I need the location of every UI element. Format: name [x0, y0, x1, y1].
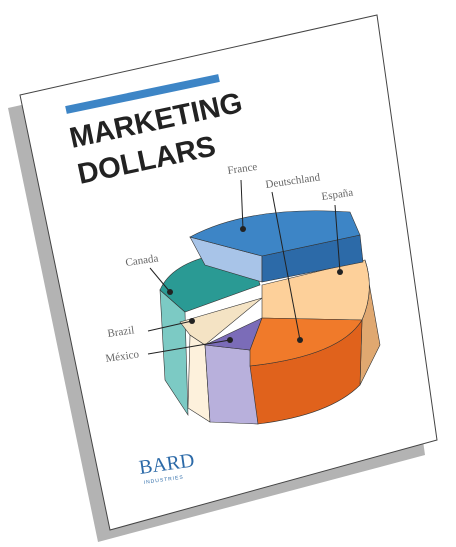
leader-dot — [297, 337, 303, 343]
leader-dot — [189, 318, 195, 324]
slice-label: France — [227, 161, 258, 177]
slice-label: España — [321, 187, 354, 203]
leader-line — [147, 320, 193, 332]
logo-tagline: INDUSTRIES — [143, 474, 184, 486]
slice-top — [189, 210, 361, 257]
leader-dot — [337, 269, 343, 275]
leader-dot — [167, 289, 173, 295]
slice-top — [249, 317, 363, 367]
leader-line — [147, 339, 231, 355]
slice-label: México — [105, 348, 140, 365]
leaders — [147, 179, 343, 355]
slice-label: Brazil — [107, 324, 135, 340]
leader-dot — [227, 337, 233, 343]
leader-line — [240, 179, 244, 230]
slice-label: Canada — [125, 252, 159, 268]
pie-illustration — [159, 210, 381, 425]
leader-line — [149, 267, 171, 293]
title-bar — [65, 74, 220, 114]
leader-dot — [240, 226, 246, 232]
leader-line — [271, 191, 301, 341]
leader-line — [334, 204, 341, 273]
